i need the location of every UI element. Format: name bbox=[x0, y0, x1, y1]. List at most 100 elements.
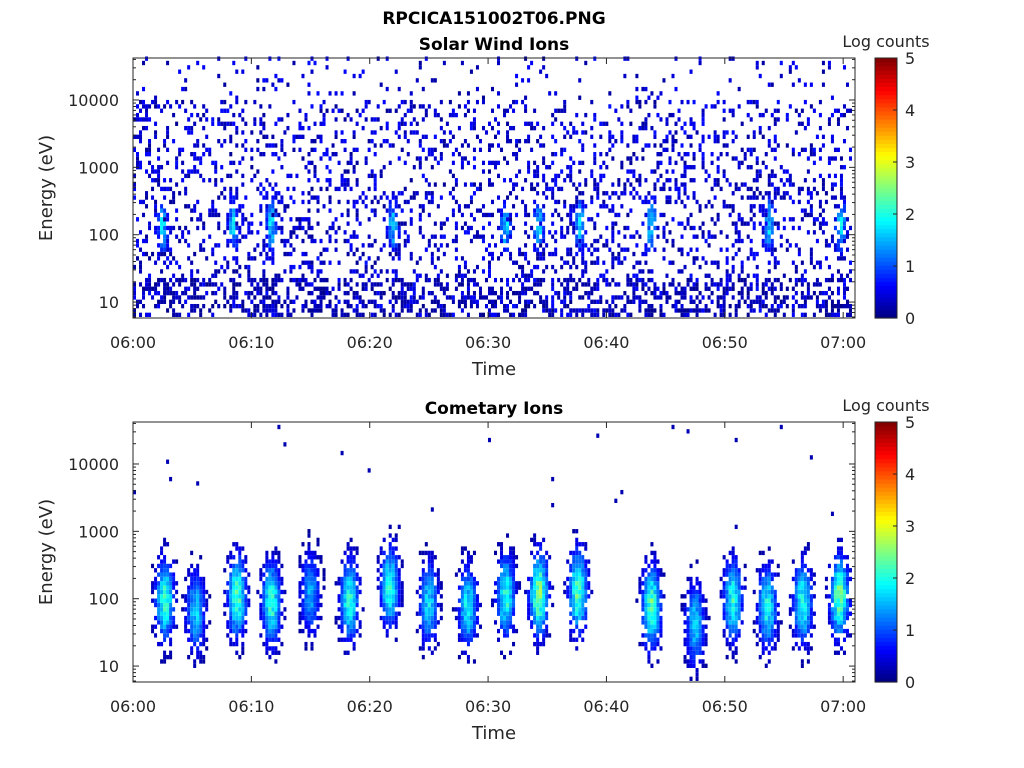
data-cell bbox=[268, 217, 272, 222]
data-cell bbox=[515, 303, 519, 309]
data-cell bbox=[650, 195, 654, 200]
data-cell bbox=[244, 56, 248, 61]
data-cell bbox=[487, 160, 491, 166]
data-cell bbox=[677, 221, 681, 226]
data-cell bbox=[154, 104, 158, 109]
data-cell bbox=[524, 308, 528, 313]
data-cell bbox=[352, 295, 356, 300]
data-cell bbox=[542, 65, 546, 70]
data-cell bbox=[695, 650, 699, 655]
data-cell bbox=[238, 620, 242, 625]
data-cell bbox=[683, 225, 687, 231]
data-cell bbox=[316, 615, 320, 621]
data-cell bbox=[226, 260, 230, 265]
data-cell bbox=[139, 160, 143, 166]
data-cell bbox=[412, 117, 416, 122]
data-cell bbox=[346, 611, 350, 616]
data-cell bbox=[731, 269, 735, 274]
data-cell bbox=[394, 69, 398, 74]
data-cell bbox=[421, 615, 425, 621]
data-cell bbox=[668, 178, 672, 183]
data-cell bbox=[388, 620, 392, 625]
data-cell bbox=[731, 650, 735, 655]
data-cell bbox=[433, 108, 437, 113]
data-cell bbox=[821, 82, 825, 87]
data-cell bbox=[487, 273, 491, 278]
data-cell bbox=[271, 186, 275, 192]
data-cell bbox=[265, 650, 269, 655]
data-cell bbox=[241, 303, 245, 309]
data-cell bbox=[530, 624, 534, 629]
data-cell bbox=[803, 295, 807, 300]
data-cell bbox=[229, 212, 233, 218]
data-cell bbox=[737, 303, 741, 309]
colorbar-step bbox=[875, 163, 897, 169]
data-cell bbox=[235, 212, 239, 218]
data-cell bbox=[725, 234, 729, 239]
data-cell bbox=[575, 130, 579, 135]
data-cell bbox=[791, 182, 795, 187]
data-cell bbox=[536, 598, 540, 603]
data-cell bbox=[307, 234, 311, 239]
data-cell bbox=[635, 73, 639, 79]
data-cell bbox=[439, 234, 443, 239]
data-cell bbox=[418, 165, 422, 170]
data-cell bbox=[448, 312, 452, 318]
data-cell bbox=[349, 624, 353, 629]
data-cell bbox=[265, 225, 269, 231]
data-cell bbox=[352, 620, 356, 625]
data-cell bbox=[160, 611, 164, 616]
data-cell bbox=[560, 308, 564, 313]
data-cell bbox=[575, 607, 579, 612]
data-cell bbox=[824, 256, 828, 261]
data-cell bbox=[259, 611, 263, 616]
data-cell bbox=[424, 156, 428, 161]
data-cell bbox=[157, 620, 161, 625]
data-cell bbox=[632, 282, 636, 287]
data-cell bbox=[686, 620, 690, 625]
data-cell bbox=[617, 295, 621, 300]
data-cell bbox=[211, 247, 215, 252]
data-cell bbox=[316, 178, 320, 183]
data-cell bbox=[827, 611, 831, 616]
data-cell bbox=[623, 182, 627, 187]
data-cell bbox=[241, 308, 245, 313]
data-cell bbox=[451, 312, 455, 318]
data-cell bbox=[731, 637, 735, 642]
data-cell bbox=[527, 598, 531, 603]
data-cell bbox=[451, 195, 455, 200]
data-cell bbox=[779, 282, 783, 287]
data-cell bbox=[812, 108, 816, 113]
data-cell bbox=[569, 251, 573, 257]
data-cell bbox=[830, 290, 834, 296]
data-cell bbox=[533, 169, 537, 174]
data-cell bbox=[367, 299, 371, 304]
data-cell bbox=[722, 286, 726, 291]
data-cell bbox=[313, 299, 317, 304]
data-cell bbox=[472, 234, 476, 239]
data-cell bbox=[539, 69, 543, 74]
data-cell bbox=[274, 637, 278, 642]
data-cell bbox=[830, 633, 834, 638]
data-cell bbox=[620, 121, 624, 126]
data-cell bbox=[539, 611, 543, 616]
data-cell bbox=[653, 308, 657, 313]
data-cell bbox=[163, 654, 167, 660]
data-cell bbox=[346, 615, 350, 621]
data-cell bbox=[241, 620, 245, 625]
data-cell bbox=[602, 121, 606, 126]
data-cell bbox=[533, 611, 537, 616]
data-cell bbox=[785, 238, 789, 244]
data-cell bbox=[602, 204, 606, 209]
data-cell bbox=[767, 286, 771, 291]
data-cell bbox=[379, 282, 383, 287]
data-cell bbox=[794, 290, 798, 296]
data-cell bbox=[313, 238, 317, 244]
data-cell bbox=[487, 286, 491, 291]
data-cell bbox=[698, 650, 702, 655]
data-cell bbox=[581, 234, 585, 239]
data-cell bbox=[683, 264, 687, 270]
data-cell bbox=[689, 299, 693, 304]
data-cell bbox=[439, 125, 443, 131]
data-cell bbox=[364, 99, 368, 105]
